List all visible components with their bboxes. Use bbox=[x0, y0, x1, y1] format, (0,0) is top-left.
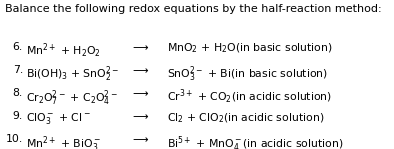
Text: $\longrightarrow$: $\longrightarrow$ bbox=[130, 88, 149, 98]
Text: 8.: 8. bbox=[13, 88, 23, 98]
Text: Balance the following redox equations by the half-reaction method:: Balance the following redox equations by… bbox=[5, 4, 381, 14]
Text: $\longrightarrow$: $\longrightarrow$ bbox=[130, 111, 149, 121]
Text: Mn$^{2+}$ + H$_2$O$_2$: Mn$^{2+}$ + H$_2$O$_2$ bbox=[26, 42, 100, 60]
Text: 6.: 6. bbox=[13, 42, 23, 52]
Text: $\longrightarrow$: $\longrightarrow$ bbox=[130, 42, 149, 52]
Text: Cr$_2$O$_7^{2-}$ + C$_2$O$_4^{2-}$: Cr$_2$O$_7^{2-}$ + C$_2$O$_4^{2-}$ bbox=[26, 88, 117, 108]
Text: SnO$_3^{2-}$ + Bi(in basic solution): SnO$_3^{2-}$ + Bi(in basic solution) bbox=[167, 65, 329, 84]
Text: Mn$^{2+}$ + BiO$_3^-$: Mn$^{2+}$ + BiO$_3^-$ bbox=[26, 134, 101, 149]
Text: 7.: 7. bbox=[13, 65, 23, 75]
Text: Cl$_2$ + ClO$_2$(in acidic solution): Cl$_2$ + ClO$_2$(in acidic solution) bbox=[167, 111, 325, 125]
Text: Bi$^{5+}$ + MnO$_4^-$(in acidic solution): Bi$^{5+}$ + MnO$_4^-$(in acidic solution… bbox=[167, 134, 344, 149]
Text: MnO$_2$ + H$_2$O(in basic solution): MnO$_2$ + H$_2$O(in basic solution) bbox=[167, 42, 333, 55]
Text: Cr$^{3+}$ + CO$_2$(in acidic solution): Cr$^{3+}$ + CO$_2$(in acidic solution) bbox=[167, 88, 333, 106]
Text: $\longrightarrow$: $\longrightarrow$ bbox=[130, 65, 149, 75]
Text: 10.: 10. bbox=[6, 134, 23, 144]
Text: Bi(OH)$_3$ + SnO$_2^{2-}$: Bi(OH)$_3$ + SnO$_2^{2-}$ bbox=[26, 65, 119, 84]
Text: 9.: 9. bbox=[13, 111, 23, 121]
Text: $\longrightarrow$: $\longrightarrow$ bbox=[130, 134, 149, 144]
Text: ClO$_3^-$ + Cl$^-$: ClO$_3^-$ + Cl$^-$ bbox=[26, 111, 90, 126]
